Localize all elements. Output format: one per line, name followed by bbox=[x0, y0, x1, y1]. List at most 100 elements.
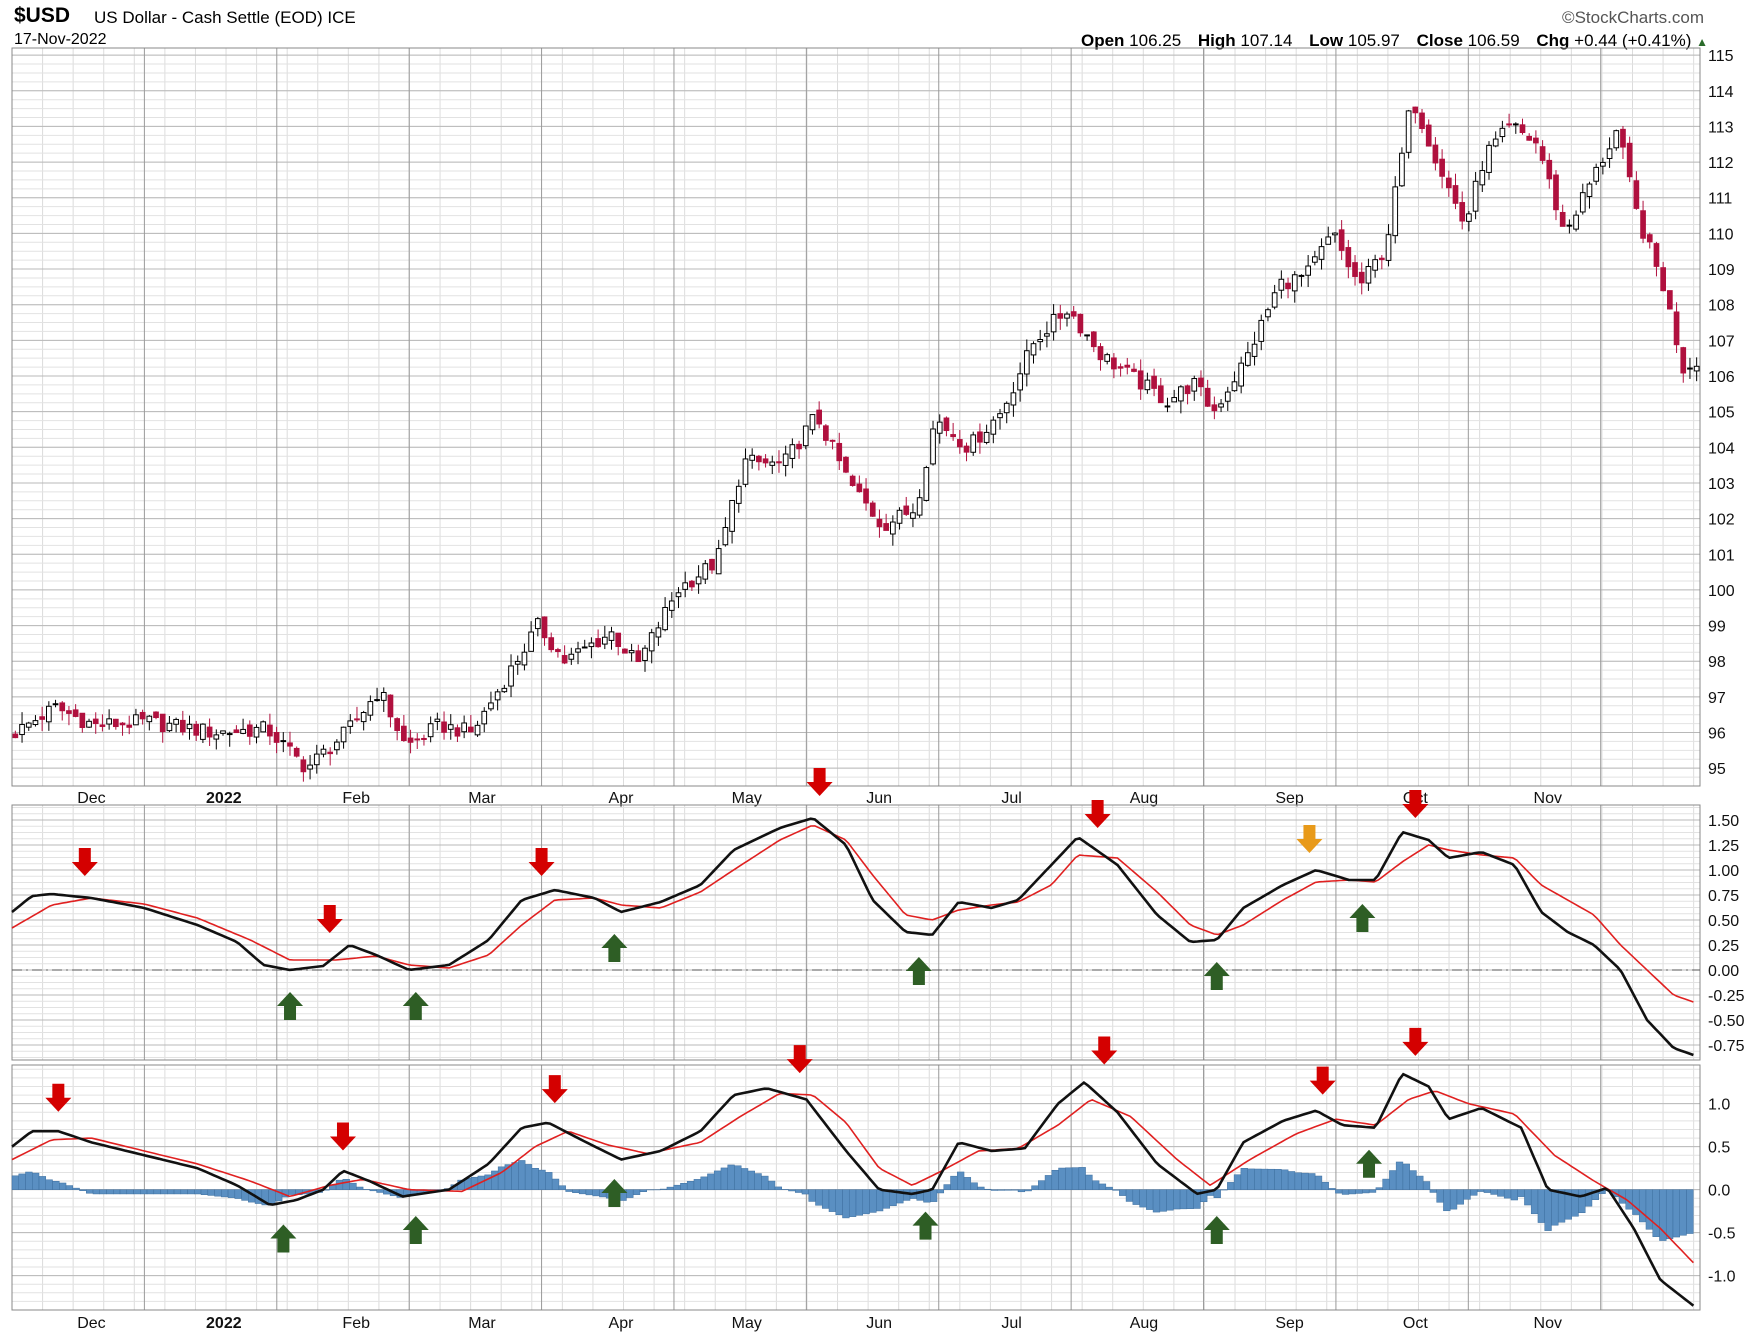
candlestick bbox=[635, 644, 642, 663]
histogram-bar bbox=[930, 1189, 938, 1202]
x-tick-label: Mar bbox=[468, 790, 496, 807]
candlestick bbox=[1512, 122, 1519, 134]
histogram-bar bbox=[1382, 1178, 1390, 1190]
candlestick bbox=[514, 655, 521, 675]
histogram-bar bbox=[1233, 1174, 1242, 1190]
candlestick bbox=[501, 684, 508, 693]
brand-watermark[interactable]: ©StockCharts.com bbox=[1562, 8, 1704, 28]
y-tick-label: 108 bbox=[1708, 298, 1735, 315]
candlestick bbox=[715, 539, 722, 575]
candlestick bbox=[970, 431, 977, 456]
candlestick bbox=[1372, 254, 1378, 278]
candlestick bbox=[1606, 137, 1613, 168]
candlestick bbox=[1298, 274, 1305, 287]
candlestick bbox=[1533, 130, 1539, 154]
x-tick-label: Jun bbox=[866, 790, 892, 807]
candlestick bbox=[494, 688, 501, 711]
histogram-bar bbox=[1254, 1168, 1262, 1190]
histogram-bar bbox=[79, 1189, 87, 1191]
candlestick bbox=[1660, 261, 1667, 292]
candlestick bbox=[153, 711, 159, 720]
candlestick bbox=[1579, 183, 1586, 215]
candlestick bbox=[1472, 171, 1479, 220]
arrow-down-icon bbox=[786, 1045, 813, 1074]
histogram-bar bbox=[1645, 1189, 1653, 1230]
candlestick bbox=[206, 718, 213, 746]
candlestick bbox=[682, 571, 689, 598]
histogram-bar bbox=[524, 1164, 533, 1190]
candlestick bbox=[876, 509, 883, 538]
candlestick bbox=[541, 616, 548, 646]
candlestick bbox=[1680, 346, 1687, 383]
candlestick bbox=[1506, 113, 1512, 128]
candlestick bbox=[240, 718, 246, 735]
y-tick-label: 111 bbox=[1708, 191, 1732, 208]
candlestick bbox=[963, 442, 970, 462]
candlestick bbox=[555, 647, 561, 658]
histogram-bar bbox=[578, 1189, 587, 1195]
price-panel[interactable]: 95 96 97 98 99 100 101 102 103 104 105 106 107 108 109… bbox=[11, 47, 1735, 787]
candlestick bbox=[1010, 382, 1017, 417]
x-tick-label: Feb bbox=[342, 790, 370, 807]
candlestick bbox=[112, 718, 119, 730]
macd-panel-1[interactable]: 1.50 1.25 1.00 0.75 0.50 0.25 0.00 -0.25 -0.50 -0… bbox=[11, 768, 1745, 1061]
histogram-bar bbox=[997, 1189, 1005, 1191]
histogram-bar bbox=[207, 1189, 215, 1196]
candlestick bbox=[977, 423, 983, 454]
candlestick bbox=[769, 455, 776, 475]
histogram-bar bbox=[585, 1189, 593, 1196]
histogram-bar bbox=[693, 1179, 701, 1190]
x-tick-label: Apr bbox=[609, 1315, 635, 1332]
x-tick-label: Aug bbox=[1130, 1315, 1158, 1332]
histogram-bar bbox=[1591, 1189, 1599, 1200]
y-tick-label: -0.75 bbox=[1708, 1038, 1745, 1055]
candlestick bbox=[601, 625, 608, 650]
candlestick bbox=[1667, 290, 1673, 310]
candlestick bbox=[722, 517, 729, 547]
candlestick bbox=[923, 465, 930, 502]
histogram-bar bbox=[1335, 1189, 1343, 1194]
histogram-bar bbox=[970, 1182, 978, 1190]
arrow-up-icon bbox=[402, 992, 429, 1020]
macd-panel-2[interactable]: 1.0 0.5 0.0 -0.5 -1.0 bbox=[11, 1027, 1736, 1311]
histogram-bar bbox=[160, 1189, 168, 1195]
candlestick bbox=[200, 723, 206, 744]
candlestick bbox=[1332, 232, 1338, 243]
histogram-bar bbox=[72, 1187, 80, 1190]
histogram-bar bbox=[227, 1189, 236, 1198]
histogram-bar bbox=[680, 1182, 688, 1190]
histogram-bar bbox=[1051, 1169, 1059, 1190]
candlestick bbox=[655, 621, 662, 646]
histogram-bar bbox=[221, 1189, 229, 1198]
candlestick bbox=[273, 726, 280, 754]
candlestick bbox=[916, 489, 923, 518]
candlestick bbox=[59, 701, 66, 721]
histogram-bar bbox=[1483, 1189, 1491, 1193]
histogram-bar bbox=[86, 1189, 94, 1194]
ticker-symbol: $USD bbox=[14, 4, 71, 27]
arrow-down-icon bbox=[541, 1075, 568, 1104]
y-tick-label: 115 bbox=[1708, 48, 1734, 65]
histogram-bar bbox=[1422, 1181, 1431, 1190]
ticker-description: US Dollar - Cash Settle (EOD) ICE bbox=[94, 8, 356, 28]
candlestick bbox=[983, 424, 990, 445]
x-tick-label: Oct bbox=[1403, 1315, 1428, 1332]
histogram-bar bbox=[518, 1160, 526, 1190]
candlestick bbox=[575, 641, 581, 665]
candlestick bbox=[159, 713, 166, 743]
candlestick bbox=[997, 408, 1003, 430]
histogram-bar bbox=[1119, 1189, 1127, 1196]
histogram-bar bbox=[511, 1162, 519, 1190]
candlestick bbox=[86, 718, 92, 728]
histogram-bar bbox=[1173, 1189, 1181, 1210]
candlestick bbox=[1131, 363, 1137, 373]
candlestick bbox=[749, 448, 756, 469]
candlestick bbox=[467, 714, 474, 733]
histogram-bar bbox=[1416, 1175, 1424, 1190]
candlestick bbox=[1003, 401, 1010, 424]
histogram-bar bbox=[119, 1189, 128, 1195]
histogram-bar bbox=[1078, 1167, 1086, 1190]
candlestick bbox=[52, 699, 59, 708]
histogram-bar bbox=[1341, 1189, 1350, 1195]
